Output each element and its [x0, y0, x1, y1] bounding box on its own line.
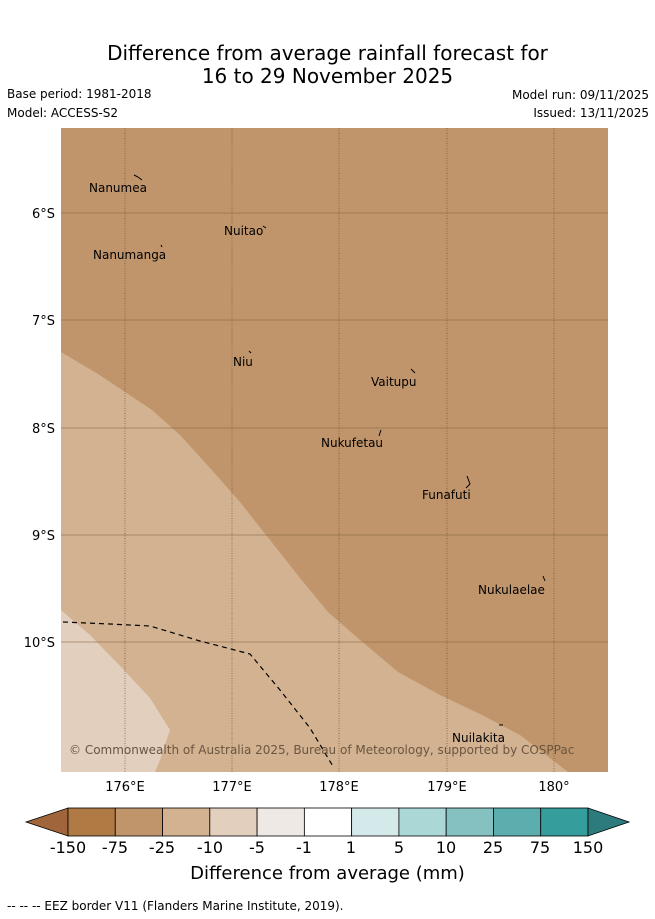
- colorbar-label: -25: [148, 838, 176, 857]
- latitude-labels: 6°S 7°S 8°S 9°S 10°S: [24, 207, 55, 651]
- island-label-vaitupu: Vaitupu: [371, 375, 417, 389]
- colorbar-segment: [114, 807, 163, 837]
- lon-label-180: 180°: [538, 780, 569, 795]
- colorbar-title: Difference from average (mm): [190, 863, 465, 884]
- island-shape-nanumea: [133, 174, 143, 181]
- colorbar-segment: [162, 807, 211, 837]
- lat-label-6: 6°S: [32, 207, 55, 222]
- island-shape-niu: [248, 350, 252, 354]
- colorbar-segment: [445, 807, 494, 837]
- island-shape-nanumanga: [160, 244, 163, 248]
- eez-legend-footnote: -- -- -- EEZ border V11 (Flanders Marine…: [7, 899, 344, 913]
- island-shape-funafuti: [465, 475, 471, 489]
- colorbar-segment: [398, 807, 447, 837]
- island-shape-vaitupu: [410, 368, 416, 374]
- colorbar-label: 150: [572, 838, 604, 857]
- island-labels: Nanumea Nuitao Nanumanga Niu Vaitupu Nuk…: [89, 181, 545, 745]
- colorbar: [24, 807, 631, 837]
- colorbar-label: 5: [393, 838, 405, 857]
- island-label-nuilakita: Nuilakita: [452, 731, 505, 745]
- island-shape-nukufetau: [378, 429, 382, 437]
- island-label-nuitao: Nuitao: [224, 224, 263, 238]
- colorbar-segment: [256, 807, 305, 837]
- issued-date: Issued: 13/11/2025: [533, 106, 649, 120]
- island-label-nukulaelae: Nukulaelae: [478, 583, 545, 597]
- longitude-labels: 176°E 177°E 178°E 179°E 180°: [105, 780, 569, 795]
- colorbar-label: -10: [196, 838, 224, 857]
- island-shape-nuitao: [262, 225, 267, 229]
- island-label-nanumea: Nanumea: [89, 181, 147, 195]
- colorbar-segment: [540, 807, 589, 837]
- map-region-dry-moderate: [61, 352, 568, 772]
- lon-label-177: 177°E: [212, 780, 252, 795]
- colorbar-label: 25: [482, 838, 504, 857]
- colorbar-label: -75: [101, 838, 129, 857]
- base-period: Base period: 1981-2018: [7, 87, 152, 101]
- lon-label-179: 179°E: [427, 780, 467, 795]
- lat-label-8: 8°S: [32, 422, 55, 437]
- colorbar-label: -5: [249, 838, 265, 857]
- island-label-nanumanga: Nanumanga: [93, 248, 166, 262]
- colorbar-segment: [209, 807, 258, 837]
- lon-label-176: 176°E: [105, 780, 145, 795]
- lat-label-7: 7°S: [32, 314, 55, 329]
- island-label-nukufetau: Nukufetau: [321, 436, 383, 450]
- lat-label-10: 10°S: [24, 636, 55, 651]
- colorbar-segment: [303, 807, 353, 837]
- model-name: Model: ACCESS-S2: [7, 106, 119, 120]
- title-line-2: 16 to 29 November 2025: [201, 64, 454, 88]
- model-run: Model run: 09/11/2025: [511, 88, 649, 102]
- colorbar-segment: [351, 807, 400, 837]
- grid-lat-lines: [61, 212, 608, 643]
- colorbar-label: -1: [296, 838, 312, 857]
- island-shapes: [133, 174, 546, 726]
- colorbar-segment: [493, 807, 542, 837]
- island-shape-nukulaelae: [542, 575, 546, 582]
- colorbar-segment: [67, 807, 116, 837]
- colorbar-label: 1: [345, 838, 357, 857]
- map-region-dry-light: [61, 610, 170, 772]
- eez-border: [62, 621, 335, 769]
- colorbar-extend-low: [24, 807, 69, 837]
- title-line-1: Difference from average rainfall forecas…: [107, 41, 548, 65]
- colorbar-label: 10: [435, 838, 457, 857]
- island-label-niu: Niu: [233, 355, 253, 369]
- lon-label-178: 178°E: [319, 780, 359, 795]
- copyright-text: © Commonwealth of Australia 2025, Bureau…: [69, 743, 574, 757]
- colorbar-extend-high: [587, 807, 631, 837]
- lat-label-9: 9°S: [32, 529, 55, 544]
- colorbar-label: -150: [49, 838, 87, 857]
- colorbar-label: 75: [529, 838, 551, 857]
- island-label-funafuti: Funafuti: [422, 488, 471, 502]
